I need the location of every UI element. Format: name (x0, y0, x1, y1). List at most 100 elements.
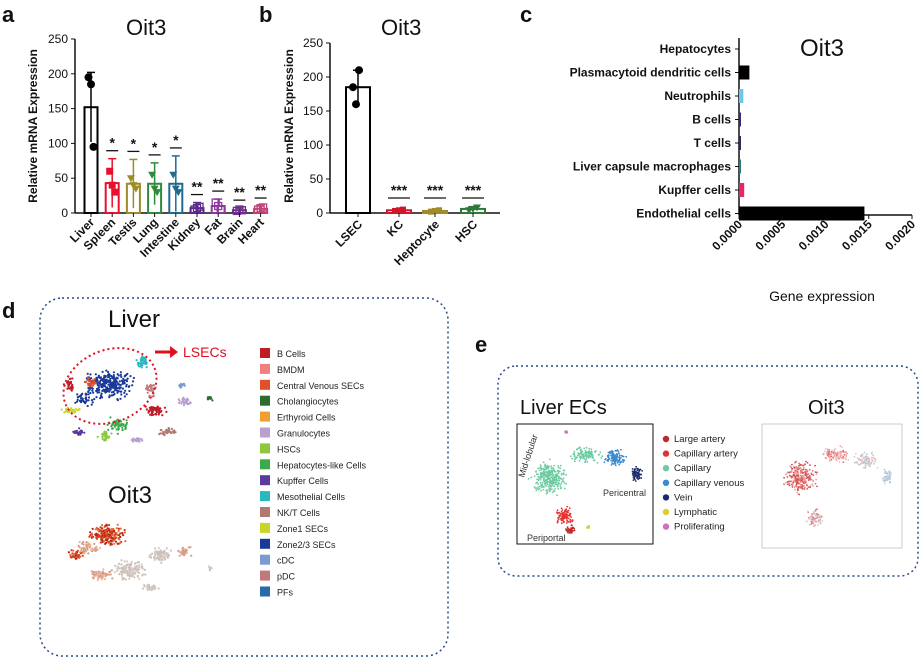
liver-umap-zone23-dot (121, 387, 124, 390)
panel-label-a: a (2, 2, 15, 27)
liver-umap-meso-dot (138, 365, 142, 368)
liver-umap-zone1-dot (60, 408, 63, 411)
liver-umap-hep-dot (124, 425, 127, 428)
ec-umap-caparteryl-dot (566, 505, 569, 508)
ec-oit3-high-dot (839, 453, 842, 455)
ec-umap-capillary-dot (558, 470, 561, 473)
ec-oit3-high-dot (809, 464, 811, 466)
chart-c-cat-pdc: Plasmacytoid dendritic cells (570, 66, 732, 80)
ec-umap-capillary-dot (544, 471, 546, 474)
liver-umap-zone23-dot (84, 396, 88, 399)
ec-umap-capillary-dot (542, 471, 544, 474)
ec-umap-caparteryl-dot (567, 509, 570, 512)
chart-c-cat-lcm: Liver capsule macrophages (573, 160, 731, 174)
chart-a-ytick-label: 250 (48, 32, 68, 46)
lsec-label: LSECs (183, 344, 227, 360)
ec-umap-largeartery-dot (567, 531, 569, 534)
oit3-umap-low-dot (125, 570, 128, 573)
ec-oit3-high-dot (799, 467, 802, 469)
ec-oit3-low-dot (867, 461, 870, 463)
ec-umap-caparteryl-dot (566, 514, 569, 516)
ec-oit3-high-dot (827, 453, 830, 456)
oit3-umap-mid-dot (91, 572, 94, 575)
ec-umap-capillary-dot (551, 479, 554, 482)
liver-umap-gran-dot (186, 403, 189, 406)
liver-umap-zone23-dot (103, 378, 106, 381)
ec-oit3-high-dot (837, 453, 840, 455)
oit3-umap-low-dot (165, 547, 168, 550)
ec-oit3-high-dot (802, 474, 804, 477)
liver-umap-cvsec-dot (93, 378, 96, 381)
chart-a-point (89, 142, 98, 151)
oit3-umap-low-dot (138, 578, 141, 581)
liver-umap-zone23-dot (122, 377, 125, 380)
oit3-umap-low-dot (164, 552, 167, 556)
ec-umap-caparteryl-dot (569, 512, 571, 515)
ec-umap-capillary-dot (579, 452, 582, 455)
ec-umap-capillary-dot (559, 485, 562, 487)
ec-oit3-mid-dot (805, 520, 808, 523)
liver-umap-zone23-dot (125, 380, 129, 383)
liver-umap-zone23-dot (91, 387, 94, 390)
ec-umap-vein-dot (631, 468, 634, 470)
liver-umap-hep-dot (117, 424, 120, 427)
liver-umap-zone23-dot (117, 390, 120, 393)
ec-oit3-low-dot (866, 453, 868, 456)
ec-oit3-low-dot (864, 466, 867, 469)
ec-oit3-low-dot (861, 461, 864, 464)
oit3-umap-high-dot (74, 554, 78, 557)
liver-umap-zone23-dot (114, 387, 117, 390)
ec-oit3-high-dot (797, 487, 800, 489)
ec-oit3-low-dot (873, 457, 876, 460)
liver-umap-zone23-dot (113, 392, 116, 396)
chart-b-ytick-label: 150 (303, 104, 323, 118)
ec-oit3-high-dot (802, 468, 805, 471)
chart-c-cat-tcells: T cells (694, 136, 732, 150)
oit3-umap (67, 523, 214, 592)
ec-umap-capillary-dot (553, 469, 556, 471)
ec-oit3-low-dot (887, 475, 890, 478)
ec-oit3-low-dot (865, 459, 868, 462)
ec-oit3-high-dot (828, 449, 831, 451)
legend-d-label: Erthyroid Cells (277, 413, 336, 423)
ec-umap-capillary-dot (583, 455, 586, 458)
ec-oit3-high-dot (795, 479, 798, 481)
ec-umap-capvenous-dot (611, 460, 614, 462)
ec-umap-capvenous-dot (613, 460, 616, 463)
ec-oit3-high-dot (811, 478, 813, 481)
chart-c-xlabel: Gene expression (769, 288, 875, 304)
liver-umap-gran-dot (185, 399, 188, 402)
liver-umap-zone23-dot (76, 396, 79, 399)
chart-a-ytick-label: 50 (55, 171, 69, 185)
oit3-umap-low-dot (137, 568, 140, 571)
oit3-umap-high-dot (89, 534, 92, 537)
ec-umap-vein-dot (640, 477, 643, 479)
ec-umap-caparteryl-dot (557, 512, 560, 514)
liver-umap-zone1-dot (63, 411, 66, 414)
ec-umap-largeartery-dot (573, 527, 576, 530)
ec-oit3-high-dot (836, 455, 839, 458)
ec-umap-capillary-dot (537, 479, 540, 482)
ec-oit3-high-dot (798, 462, 800, 465)
liver-umap-zone23-dot (98, 381, 101, 384)
ec-umap-capillary-dot (541, 485, 543, 488)
liver-umap-gran-dot (182, 398, 185, 401)
ec-umap-capillary-dot (544, 463, 546, 466)
ec-oit3-low-dot (869, 463, 871, 466)
ec-umap-capillary-dot (540, 469, 543, 471)
liver-umap-zone23-dot (109, 377, 112, 380)
liver-ec-umap (527, 430, 644, 534)
oit3-umap-low-dot (166, 554, 169, 557)
oit3-umap-low-dot (116, 568, 119, 571)
region-pericentral: Pericentral (603, 488, 646, 498)
ec-umap-capillary-dot (588, 451, 591, 453)
oit3-umap-high-dot (119, 527, 122, 530)
ec-umap-capvenous-dot (618, 452, 620, 455)
ec-umap-capillary-dot (585, 458, 587, 461)
ec-umap-capillary-dot (549, 482, 551, 484)
liver-umap-zone23-dot (97, 376, 100, 379)
ec-umap-capillary-dot (573, 452, 576, 455)
oit3-umap-mid-dot (178, 554, 181, 557)
liver-umap-kupffer-dot (83, 431, 86, 434)
liver-umap-zone23-dot (86, 372, 89, 375)
